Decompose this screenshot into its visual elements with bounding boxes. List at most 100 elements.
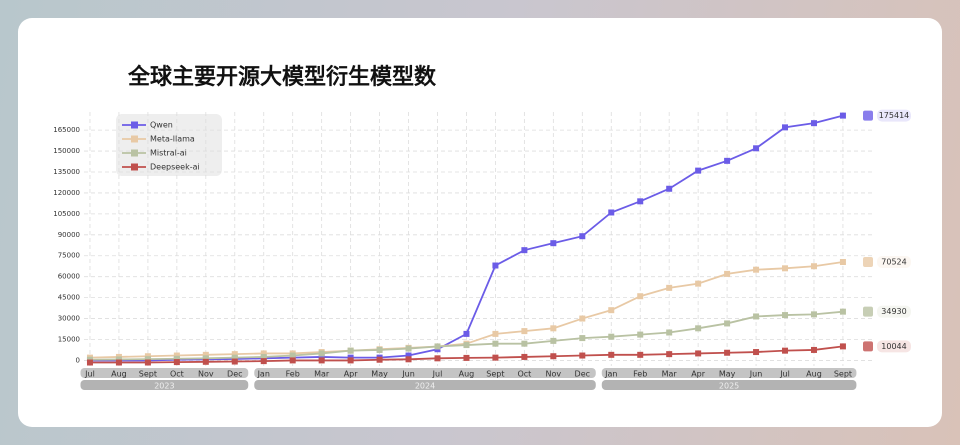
data-point (839, 258, 846, 265)
year-label: 2025 (719, 382, 739, 391)
data-point (492, 340, 499, 347)
data-point (405, 345, 412, 352)
data-point (753, 349, 760, 356)
data-point (202, 355, 209, 362)
data-point (637, 351, 644, 358)
x-tick-label: Jul (779, 370, 790, 379)
y-tick-label: 75000 (58, 252, 80, 260)
data-point (637, 293, 644, 300)
end-icon (863, 341, 873, 352)
end-icon (863, 110, 873, 121)
data-point (579, 315, 586, 322)
data-point (550, 353, 557, 360)
data-point (231, 354, 238, 361)
data-point (810, 120, 817, 127)
y-tick-label: 150000 (53, 147, 80, 155)
legend-marker (131, 121, 138, 129)
data-point (608, 351, 615, 358)
data-point (608, 209, 615, 216)
x-tick-label: Jan (604, 370, 617, 379)
legend-marker (131, 135, 138, 143)
data-point (695, 325, 702, 332)
data-point (782, 312, 789, 319)
data-point (666, 284, 673, 291)
end-label-bg (877, 340, 911, 353)
data-point (347, 347, 354, 354)
x-tick-label: Oct (170, 370, 184, 379)
data-point (810, 346, 817, 353)
x-tick-label: Feb (286, 370, 300, 379)
data-point (782, 265, 789, 272)
year-strip (601, 380, 857, 390)
data-point (608, 333, 615, 340)
month-strip (254, 368, 596, 378)
data-point (347, 357, 354, 364)
data-point (115, 356, 122, 363)
chart-title: 全球主要开源大模型衍生模型数 (127, 64, 437, 90)
data-point (637, 331, 644, 338)
data-point (434, 343, 441, 350)
data-point (724, 270, 731, 277)
data-point (173, 355, 180, 362)
year-label: 2023 (154, 382, 174, 391)
data-point (173, 359, 180, 366)
x-tick-label: Feb (633, 370, 647, 379)
data-point (810, 311, 817, 318)
data-point (492, 354, 499, 361)
y-tick-label: 135000 (53, 168, 80, 176)
data-point (492, 330, 499, 337)
month-strip (80, 368, 249, 378)
data-point (376, 346, 383, 353)
data-point (202, 358, 209, 365)
data-point (231, 358, 238, 365)
data-point (434, 355, 441, 362)
data-point (579, 233, 586, 240)
data-point (463, 342, 470, 349)
data-point (202, 351, 209, 358)
year-label: 2024 (415, 382, 435, 391)
x-tick-label: Oct (517, 370, 531, 379)
data-point (521, 328, 528, 335)
x-tick-label: Dec (227, 370, 242, 379)
end-label: 10044 (881, 342, 906, 351)
year-strip (80, 380, 249, 390)
data-point (637, 198, 644, 205)
data-point (521, 247, 528, 254)
data-point (115, 359, 122, 366)
data-point (695, 280, 702, 287)
data-point (260, 353, 267, 360)
y-tick-label: 105000 (53, 210, 80, 218)
end-label-bg (877, 255, 911, 268)
x-tick-label: Jun (749, 370, 763, 379)
legend-label: Deepseek-ai (150, 163, 200, 172)
x-tick-label: Sept (139, 370, 157, 379)
x-tick-label: May (371, 370, 388, 379)
data-point (463, 330, 470, 337)
data-point (782, 347, 789, 354)
data-point (839, 343, 846, 350)
y-tick-label: 0 (76, 356, 80, 364)
x-tick-label: Apr (344, 370, 359, 379)
data-point (839, 112, 846, 119)
x-tick-label: Mar (314, 370, 330, 379)
end-icon (863, 306, 873, 317)
x-tick-label: Aug (111, 370, 127, 379)
data-point (753, 266, 760, 273)
data-point (839, 308, 846, 315)
data-point (260, 358, 267, 365)
end-icon (863, 256, 873, 267)
data-point (579, 335, 586, 342)
year-strip (254, 380, 596, 390)
data-point (289, 352, 296, 359)
data-point (492, 262, 499, 269)
data-point (695, 350, 702, 357)
data-point (579, 352, 586, 359)
data-point (144, 356, 151, 363)
legend-label: Meta-llama (150, 135, 195, 144)
x-tick-label: Apr (691, 370, 706, 379)
data-point (289, 357, 296, 364)
x-tick-label: Jan (257, 370, 270, 379)
data-point (405, 352, 412, 359)
legend-box (116, 114, 222, 176)
